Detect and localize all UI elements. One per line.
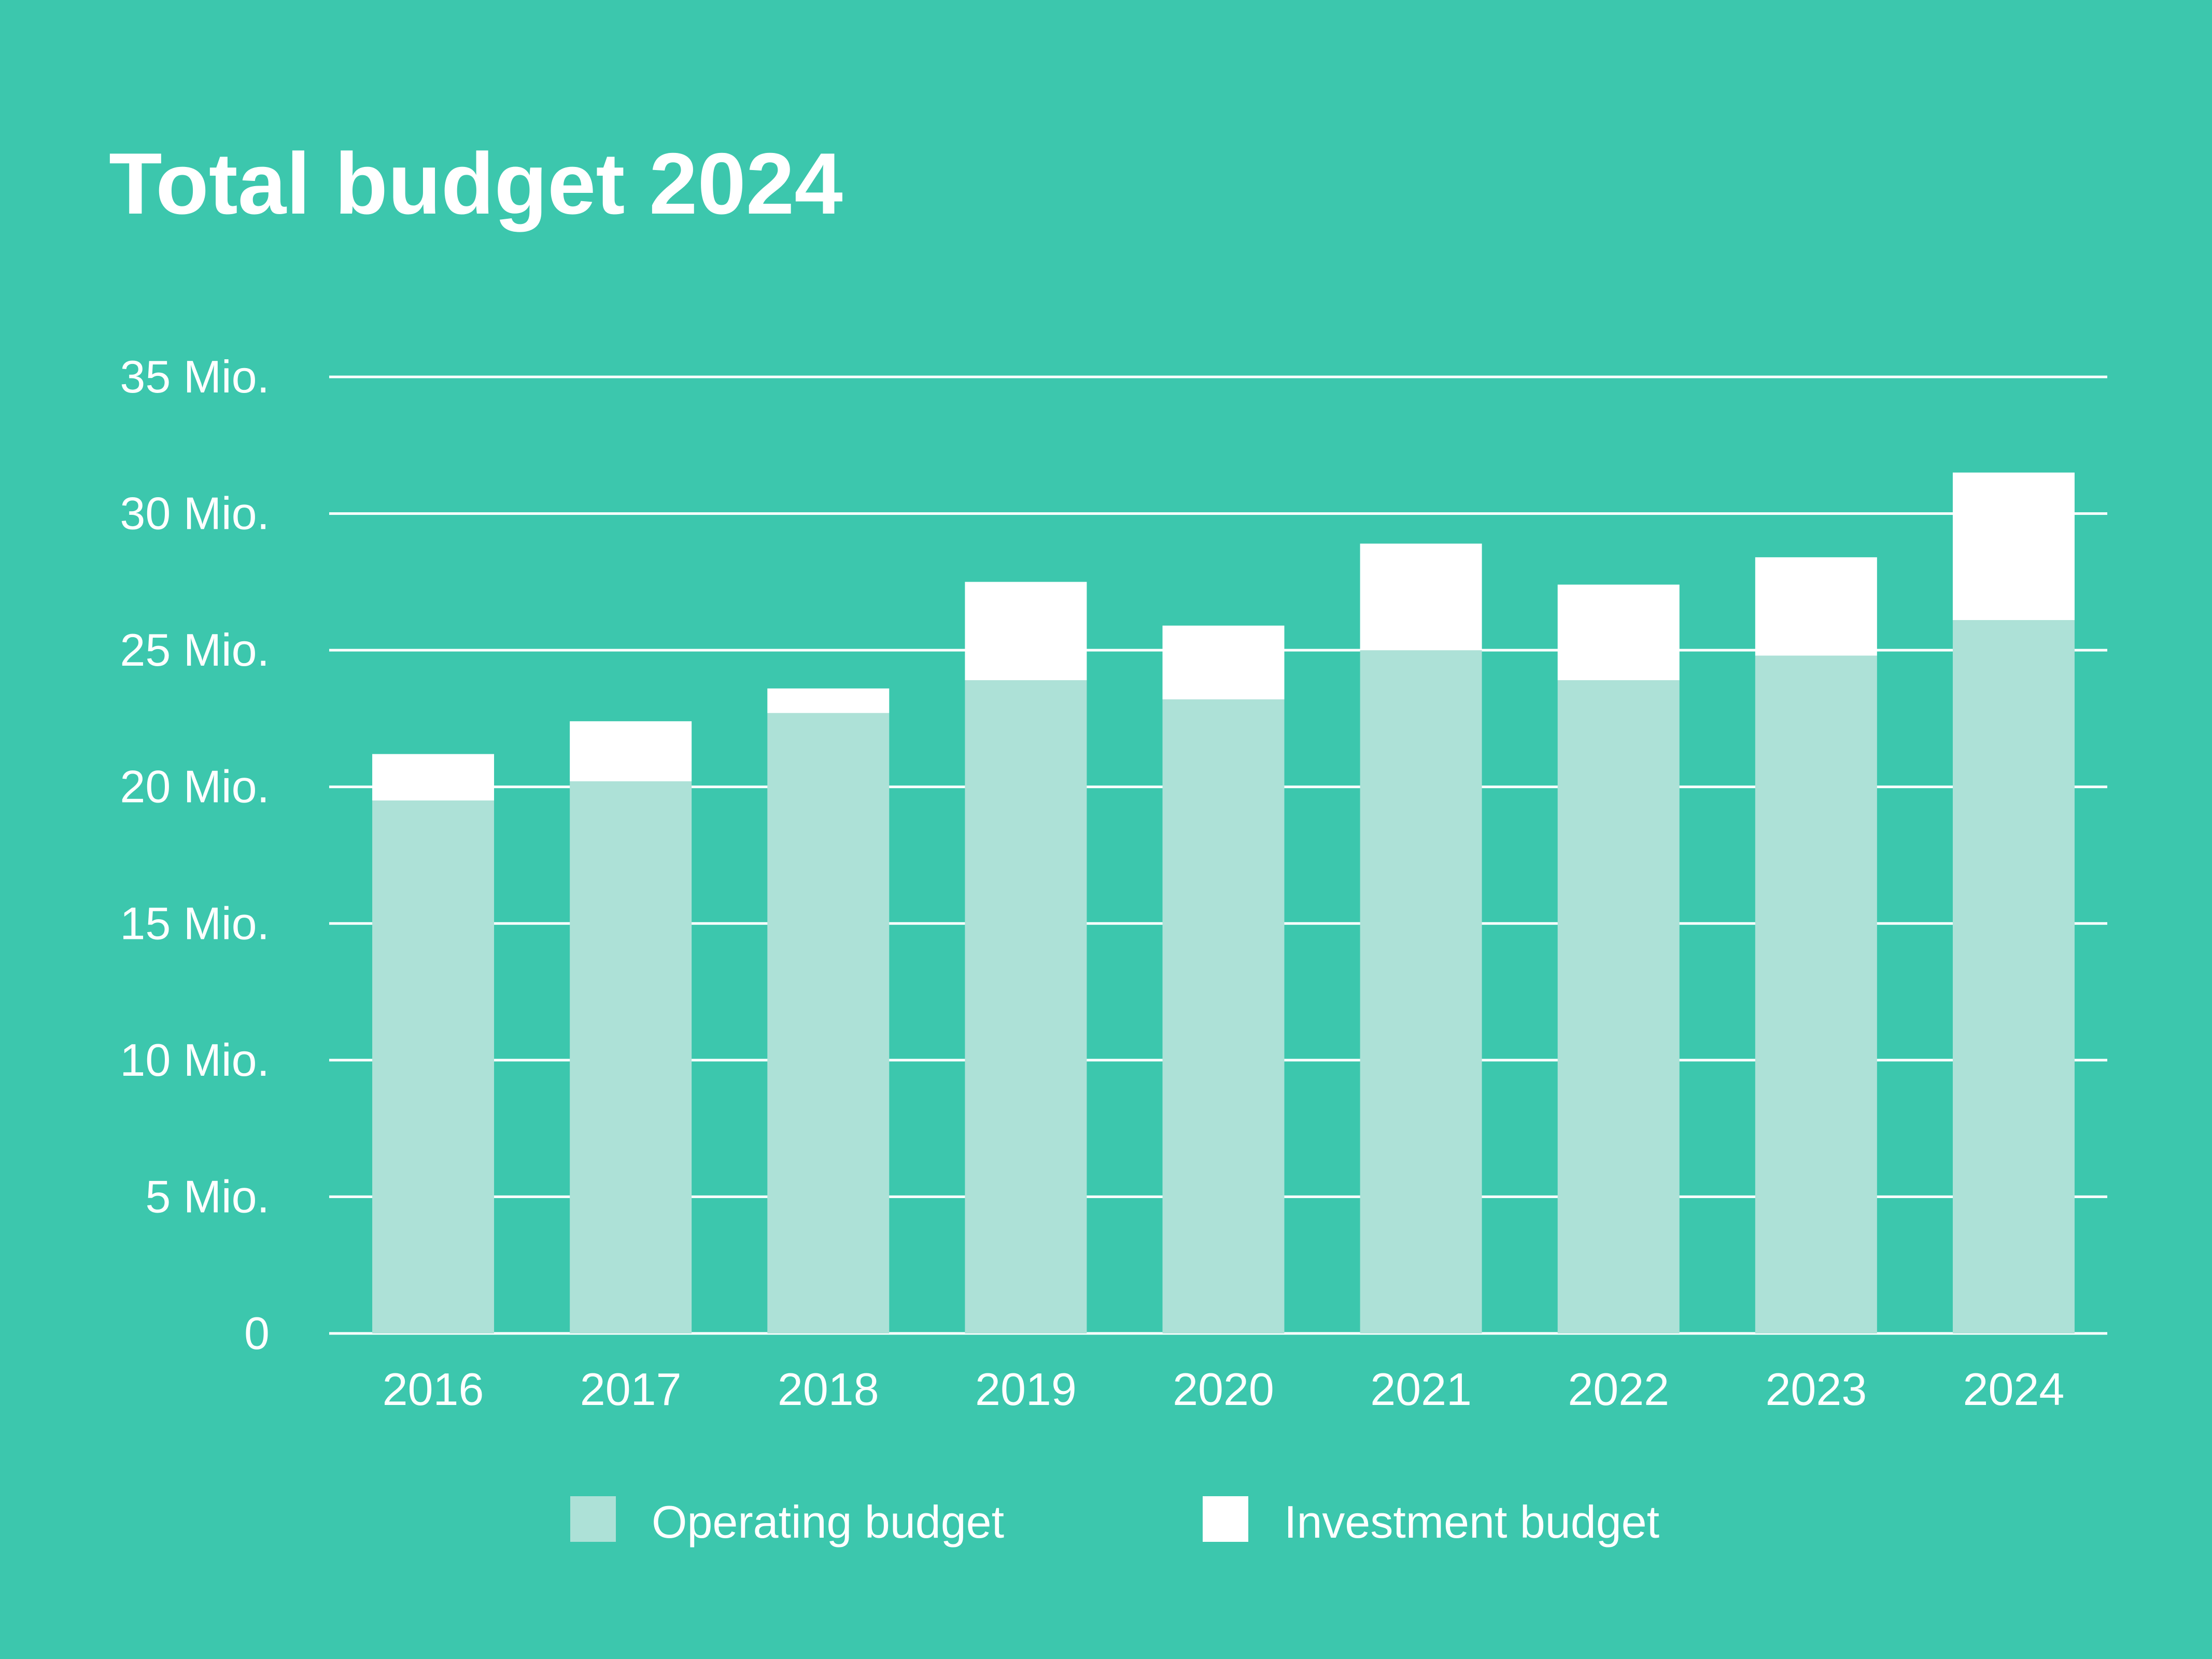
x-tick-label: 2021 <box>1370 1363 1472 1415</box>
chart-title: Total budget 2024 <box>109 135 843 232</box>
legend-swatch <box>570 1496 616 1542</box>
x-tick-label: 2020 <box>1173 1363 1274 1415</box>
bar-operating-budget <box>965 680 1087 1333</box>
legend-label: Investment budget <box>1284 1496 1659 1548</box>
x-axis-tick-labels: 2016 2017 2018 2019 2020 2021 2022 2023 2024 <box>383 1363 2065 1415</box>
bar-operating-budget <box>767 713 890 1333</box>
legend-swatch <box>1203 1496 1248 1542</box>
bar-investment-budget <box>372 754 495 801</box>
bar-investment-budget <box>1557 584 1680 681</box>
bar-operating-budget <box>1557 680 1680 1333</box>
x-tick-label: 2024 <box>1963 1363 2065 1415</box>
x-tick-label: 2022 <box>1568 1363 1669 1415</box>
legend: Operating budget Investment budget <box>570 1496 1659 1548</box>
bars <box>372 472 2075 1333</box>
x-tick-label: 2018 <box>778 1363 879 1415</box>
y-tick-label: 10 Mio. <box>120 1034 270 1086</box>
y-tick-label: 5 Mio. <box>145 1171 270 1222</box>
y-tick-label: 30 Mio. <box>120 488 270 539</box>
bar-operating-budget <box>1952 620 2075 1333</box>
bar-investment-budget <box>1755 557 1877 656</box>
x-tick-label: 2016 <box>383 1363 484 1415</box>
y-tick-label: 25 Mio. <box>120 624 270 676</box>
bar-operating-budget <box>1162 699 1285 1333</box>
legend-label: Operating budget <box>652 1496 1004 1548</box>
bar-investment-budget <box>570 721 692 782</box>
bar-investment-budget <box>1952 472 2075 621</box>
bar-investment-budget <box>1162 625 1285 700</box>
bar-investment-budget <box>965 582 1087 681</box>
x-tick-label: 2023 <box>1765 1363 1867 1415</box>
y-tick-label: 0 <box>244 1307 270 1359</box>
x-tick-label: 2017 <box>580 1363 682 1415</box>
x-tick-label: 2019 <box>975 1363 1077 1415</box>
bar-operating-budget <box>372 800 495 1333</box>
bar-operating-budget <box>570 781 692 1333</box>
y-tick-label: 20 Mio. <box>120 761 270 812</box>
y-axis-tick-labels: 0 5 Mio. 10 Mio. 15 Mio. 20 Mio. 25 Mio. 30 Mi… <box>120 351 270 1359</box>
y-tick-label: 15 Mio. <box>120 897 270 949</box>
bar-operating-budget <box>1755 655 1877 1333</box>
y-tick-label: 35 Mio. <box>120 351 270 402</box>
bar-investment-budget <box>767 688 890 713</box>
bar-investment-budget <box>1360 543 1482 651</box>
bar-operating-budget <box>1360 650 1482 1333</box>
